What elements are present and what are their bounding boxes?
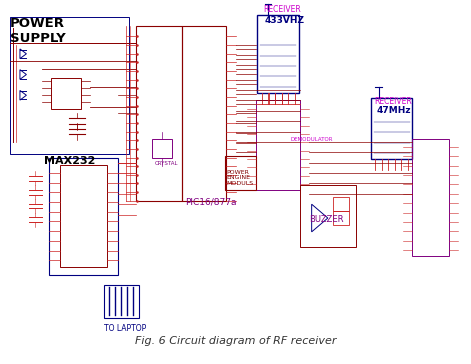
Bar: [60, 166, 107, 267]
Bar: [257, 15, 299, 93]
Bar: [51, 78, 81, 109]
Bar: [136, 26, 182, 201]
Text: POWER
SUPPLY: POWER SUPPLY: [10, 17, 66, 46]
Bar: [333, 197, 349, 211]
Text: RECEIVER: RECEIVER: [374, 97, 412, 106]
Bar: [225, 156, 256, 190]
Bar: [104, 285, 138, 318]
Text: CRYSTAL: CRYSTAL: [155, 161, 178, 166]
Text: MAX232: MAX232: [44, 156, 95, 166]
Text: POWER
ENGINE
MODULS: POWER ENGINE MODULS: [226, 170, 253, 186]
Text: BUZZER: BUZZER: [309, 214, 344, 223]
Text: 47MHz: 47MHz: [376, 106, 411, 115]
Bar: [412, 138, 449, 256]
Text: DEMODULATOR: DEMODULATOR: [291, 137, 333, 142]
Text: RECEIVER: RECEIVER: [263, 5, 301, 14]
Text: TO LAPTOP: TO LAPTOP: [104, 324, 146, 332]
Bar: [49, 158, 118, 275]
Bar: [10, 17, 130, 154]
Bar: [333, 211, 349, 225]
Text: 433VHZ: 433VHZ: [264, 16, 304, 25]
Bar: [300, 185, 356, 248]
Bar: [153, 139, 172, 158]
Bar: [371, 98, 412, 159]
Text: Fig. 6 Circuit diagram of RF receiver: Fig. 6 Circuit diagram of RF receiver: [135, 336, 336, 346]
Text: PIC16/877a: PIC16/877a: [185, 197, 236, 206]
Bar: [256, 100, 300, 190]
Bar: [182, 26, 226, 201]
